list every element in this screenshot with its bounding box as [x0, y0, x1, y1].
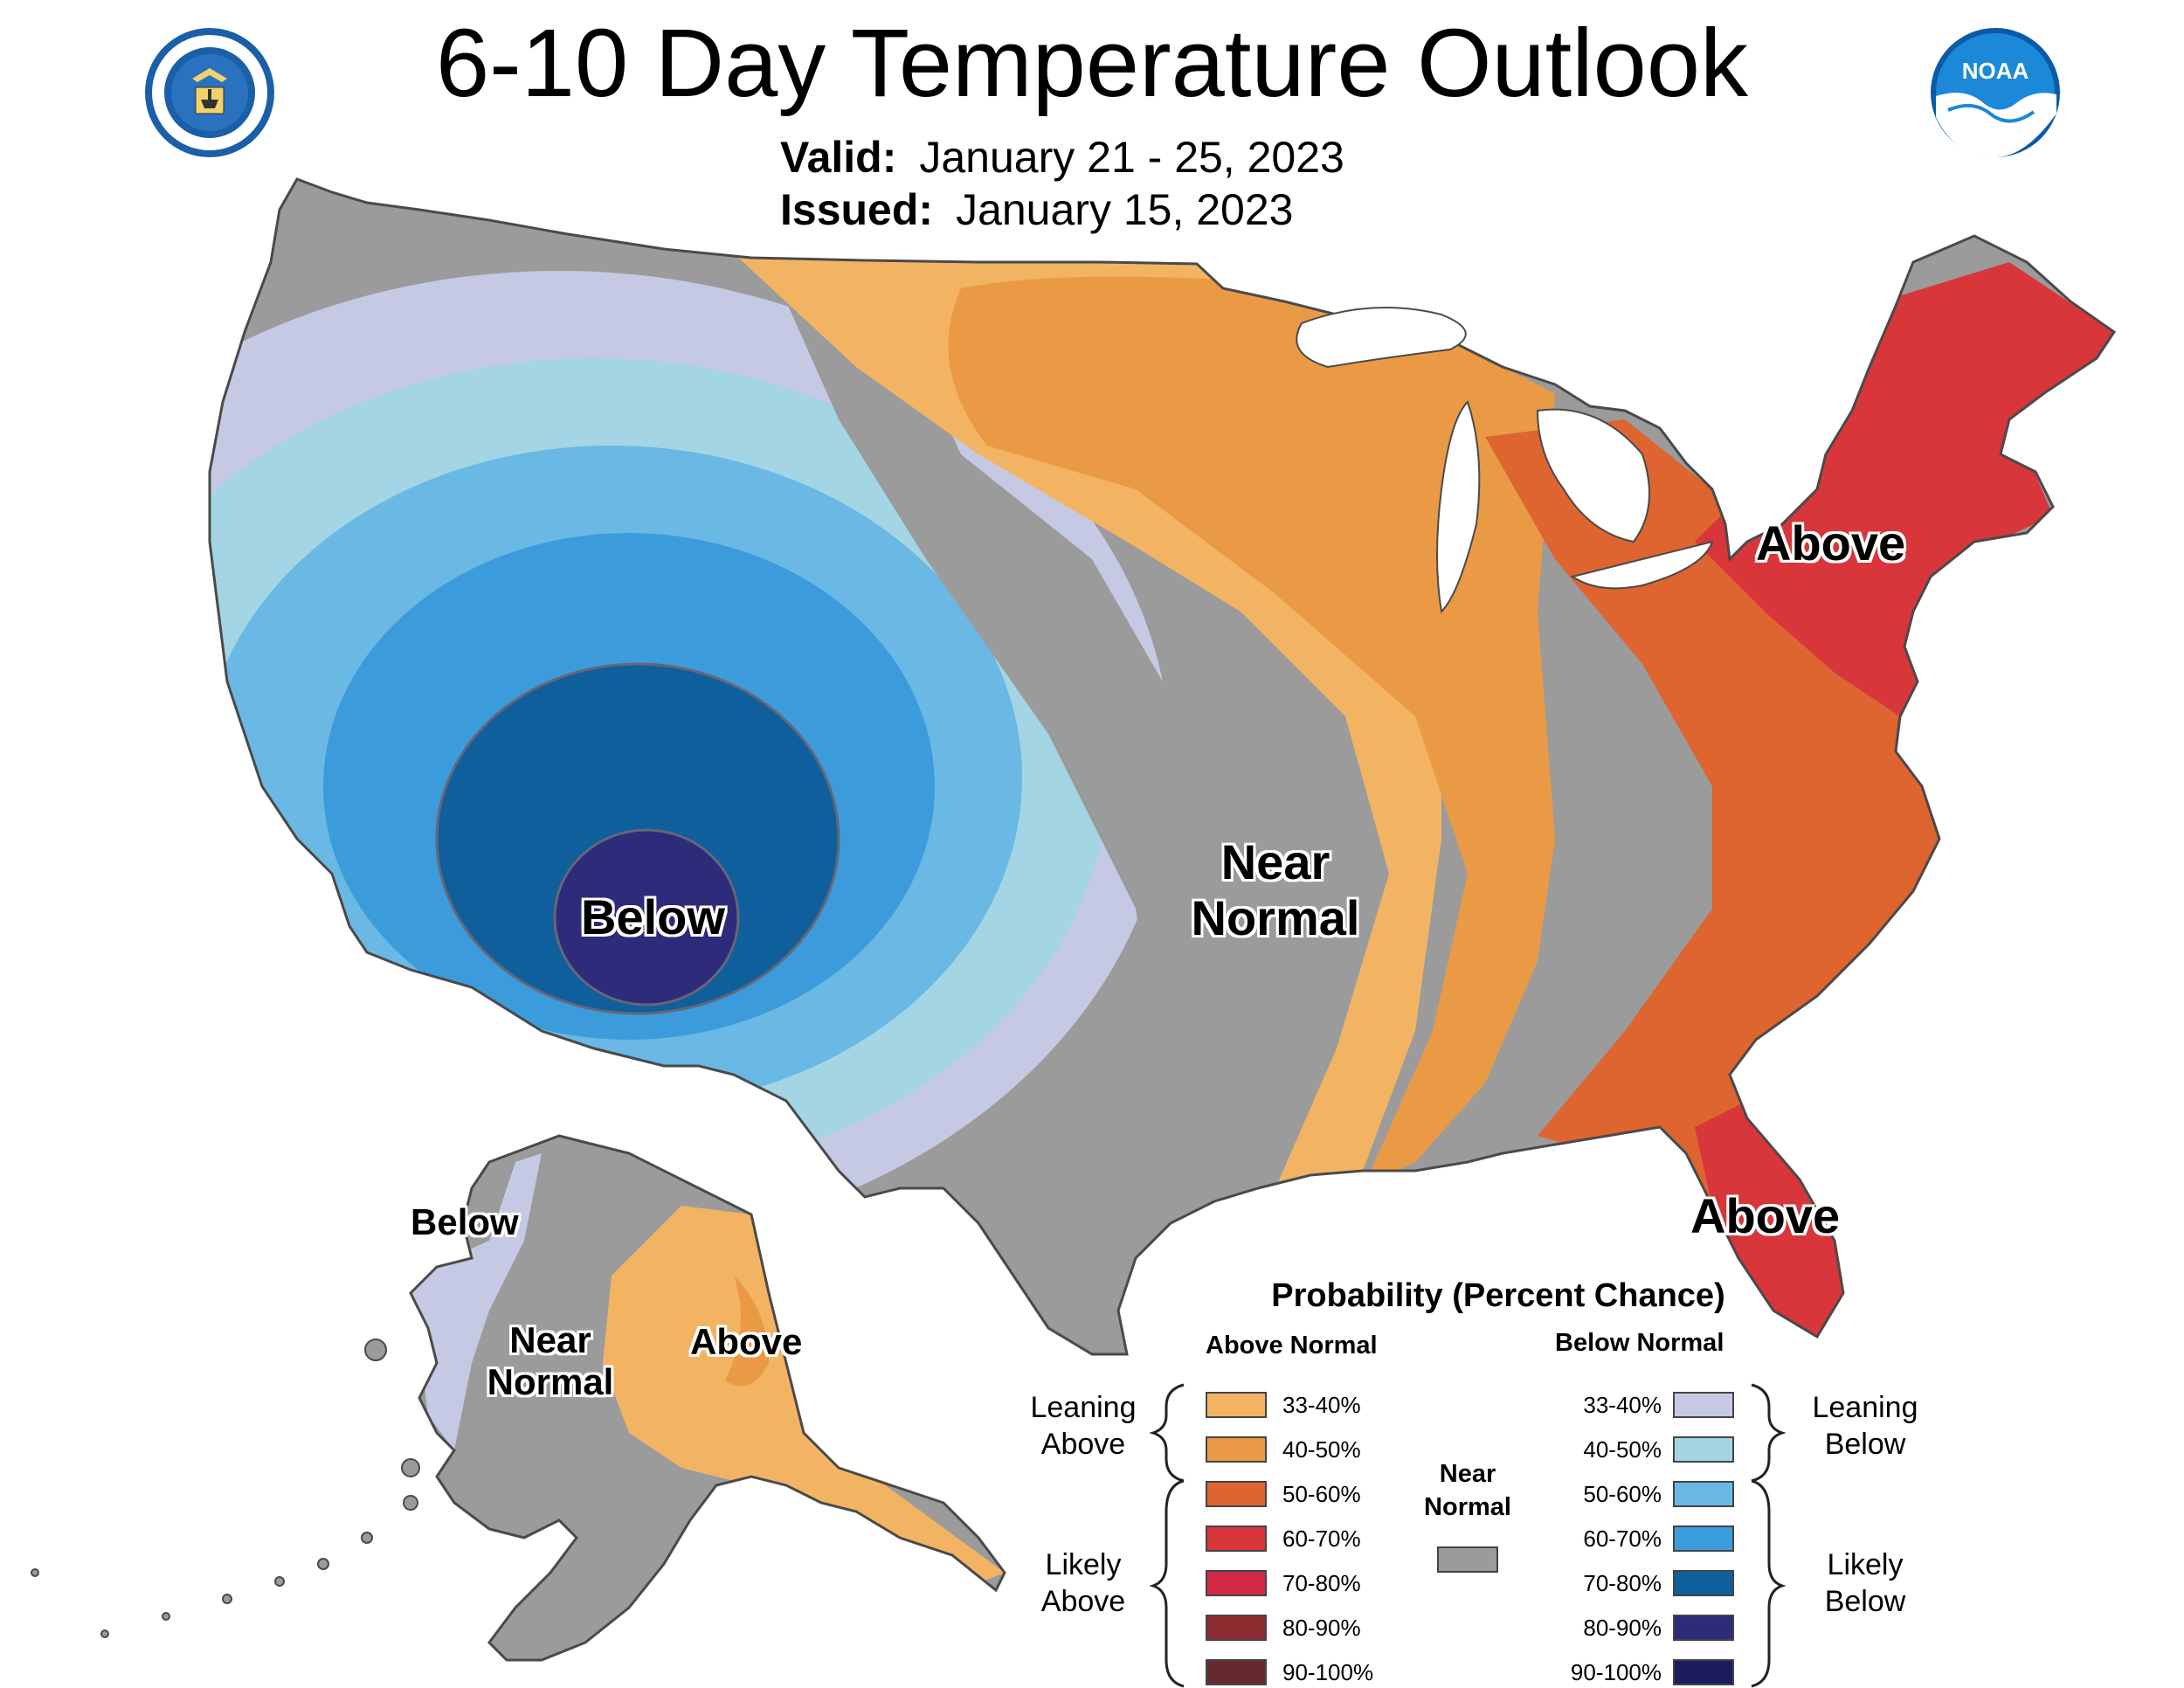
legend-above-label: 90-100% — [1282, 1659, 1374, 1685]
legend-leaning-above-line1: Leaning — [1030, 1391, 1137, 1424]
legend-likely-above: Likely Above — [1013, 1546, 1153, 1620]
valid-label: Valid: — [780, 133, 897, 182]
map-title: 6-10 Day Temperature Outlook — [435, 10, 1749, 117]
issued-value: January 15, 2023 — [956, 185, 1294, 234]
legend-above-swatch — [1206, 1659, 1267, 1685]
legend-above-swatch — [1206, 1436, 1267, 1463]
legend-above-label: 70-80% — [1282, 1570, 1361, 1596]
legend-leaning-above: Leaning Above — [1013, 1389, 1153, 1463]
legend-above-swatch — [1206, 1392, 1267, 1418]
commerce-seal-icon — [145, 28, 274, 157]
noaa-logo-text: NOAA — [1962, 58, 2029, 84]
legend-likely-above-line1: Likely — [1045, 1548, 1122, 1581]
above-40-50-region — [948, 276, 1555, 1189]
lake-erie — [1570, 540, 1714, 590]
label-below-southwest: Below — [581, 889, 725, 944]
legend-below-swatch — [1673, 1659, 1734, 1685]
label-near-normal-central: Near Normal — [1188, 834, 1363, 946]
label-ak-below: Below — [411, 1201, 519, 1242]
legend-below-label: 80-90% — [1583, 1615, 1662, 1641]
legend-below-label: 40-50% — [1583, 1436, 1662, 1463]
legend-above-label: 33-40% — [1282, 1392, 1361, 1418]
legend-likely-below-line1: Likely — [1827, 1548, 1904, 1581]
legend-below-swatch — [1673, 1525, 1734, 1552]
ak-above-33-40 — [603, 1206, 1005, 1590]
issued-label: Issued: — [780, 185, 934, 234]
legend-below-swatch — [1673, 1436, 1734, 1463]
legend-below-swatch — [1673, 1481, 1734, 1507]
lake-superior — [1296, 307, 1467, 369]
label-above-florida: Above — [1690, 1188, 1841, 1243]
legend-likely-below-line2: Below — [1824, 1585, 1906, 1618]
issued-date-row: Issued: January 15, 2023 — [780, 183, 1293, 236]
alaska-shading — [411, 1153, 1005, 1590]
label-normal-line: Normal — [1191, 890, 1360, 945]
legend-above-label: 80-90% — [1282, 1615, 1361, 1641]
legend-above-swatch — [1206, 1570, 1267, 1596]
label-ak-above: Above — [690, 1321, 803, 1362]
legend-near-normal-line1: Near — [1439, 1460, 1496, 1488]
below-80-90-region — [553, 828, 740, 1007]
legend-below-header: Below Normal — [1555, 1329, 1724, 1357]
legend-above-label: 40-50% — [1282, 1436, 1361, 1463]
legend-leaning-below: Leaning Below — [1791, 1389, 1939, 1463]
noaa-logo-icon: NOAA — [1931, 28, 2060, 157]
label-ak-normal-line: Normal — [487, 1361, 614, 1402]
legend-above-swatch — [1206, 1481, 1267, 1507]
valid-value: January 21 - 25, 2023 — [919, 133, 1344, 182]
legend-likely-above-line2: Above — [1040, 1585, 1126, 1618]
aleutian-islands — [31, 1339, 420, 1638]
legend-near-normal-line2: Normal — [1424, 1493, 1511, 1521]
label-near-line: Near — [1220, 834, 1330, 889]
legend-below-label: 60-70% — [1583, 1525, 1662, 1552]
legend-leaning-below-line1: Leaning — [1812, 1391, 1918, 1424]
ak-below-33-40 — [411, 1153, 542, 1450]
legend-leaning-below-line2: Below — [1824, 1428, 1906, 1461]
legend-above-swatch — [1206, 1615, 1267, 1641]
valid-date-row: Valid: January 21 - 25, 2023 — [780, 131, 1344, 183]
legend-title: Probability (Percent Chance) — [1271, 1277, 1725, 1314]
lake-michigan — [1436, 400, 1481, 614]
legend-likely-below: Likely Below — [1791, 1546, 1939, 1620]
legend-below-label: 70-80% — [1583, 1570, 1662, 1596]
legend-near-normal: Near Normal — [1398, 1457, 1538, 1524]
legend-below-label: 50-60% — [1583, 1481, 1662, 1507]
legend-above-header: Above Normal — [1206, 1332, 1378, 1359]
label-ak-near-line: Near — [509, 1319, 591, 1360]
legend-leaning-above-line2: Above — [1040, 1428, 1126, 1461]
legend-below-label: 90-100% — [1570, 1659, 1662, 1685]
legend-below-swatch — [1673, 1392, 1734, 1418]
legend-below-swatch — [1673, 1615, 1734, 1641]
legend-above-label: 50-60% — [1282, 1481, 1361, 1507]
legend-below-label: 33-40% — [1583, 1392, 1662, 1418]
above-60-70-region-florida — [1695, 1101, 1843, 1337]
near-normal-region — [769, 262, 1363, 1354]
legend-below-swatch — [1673, 1570, 1734, 1596]
legend-near-normal-swatch — [1437, 1546, 1498, 1573]
above-60-70-region-northeast — [1695, 262, 2114, 725]
legend-above-swatch — [1206, 1525, 1267, 1552]
legend-above-label: 60-70% — [1282, 1525, 1361, 1552]
label-above-east: Above — [1756, 515, 1906, 571]
ak-above-40-50 — [725, 1276, 769, 1387]
lake-huron — [1536, 408, 1650, 543]
label-ak-near-normal: Near Normal — [480, 1319, 620, 1403]
